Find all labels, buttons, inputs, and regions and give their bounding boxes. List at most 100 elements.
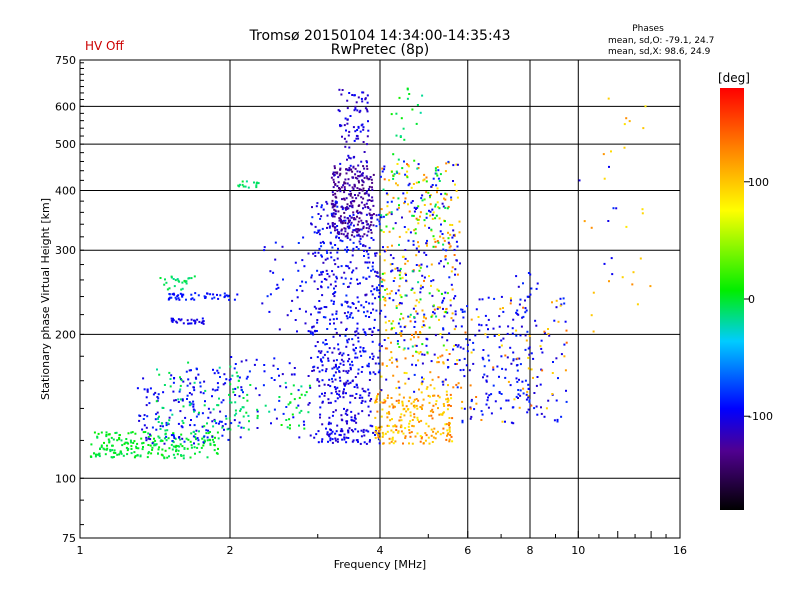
scatter-point: [370, 178, 373, 181]
scatter-point: [212, 293, 215, 296]
scatter-point: [317, 213, 320, 215]
scatter-point: [338, 376, 341, 379]
scatter-point: [211, 297, 214, 300]
scatter-point: [414, 304, 417, 307]
scatter-point: [336, 228, 339, 231]
scatter-point: [292, 384, 295, 387]
scatter-point: [547, 328, 549, 330]
scatter-point: [522, 392, 525, 395]
scatter-point: [269, 270, 272, 273]
scatter-point: [414, 228, 417, 231]
scatter-point: [181, 293, 184, 296]
scatter-point: [384, 299, 387, 302]
scatter-point: [348, 225, 351, 228]
scatter-point: [416, 416, 419, 419]
scatter-point: [165, 421, 168, 424]
scatter-point: [507, 380, 510, 383]
scatter-point: [336, 386, 339, 389]
scatter-point: [190, 277, 193, 280]
scatter-point: [382, 231, 385, 233]
scatter-point: [346, 169, 349, 172]
scatter-point: [304, 394, 307, 397]
scatter-point: [426, 386, 429, 389]
scatter-point: [337, 231, 339, 234]
scatter-point: [355, 384, 358, 387]
scatter-point: [555, 357, 558, 360]
scatter-point: [539, 383, 542, 386]
scatter-point: [449, 434, 452, 436]
y-axis-label: Stationary phase Virtual Height [km]: [39, 198, 52, 400]
scatter-point: [336, 251, 339, 254]
scatter-point: [564, 369, 567, 372]
scatter-point: [393, 277, 396, 279]
scatter-point: [301, 289, 304, 292]
scatter-point: [492, 366, 495, 369]
scatter-point: [163, 283, 166, 286]
scatter-point: [451, 224, 454, 226]
scatter-point: [365, 213, 368, 216]
scatter-point: [288, 418, 291, 421]
scatter-point: [480, 324, 483, 327]
scatter-point: [385, 365, 388, 367]
scatter-point: [225, 294, 228, 297]
scatter-point: [395, 307, 398, 309]
scatter-point: [388, 412, 391, 415]
scatter-point: [529, 273, 532, 276]
scatter-point: [425, 337, 428, 340]
scatter-point: [443, 315, 446, 318]
scatter-point: [352, 419, 355, 422]
scatter-point: [416, 104, 419, 106]
scatter-point: [323, 394, 326, 397]
scatter-point: [364, 390, 367, 393]
scatter-point: [339, 379, 342, 382]
scatter-point: [390, 113, 393, 116]
scatter-point: [460, 308, 463, 311]
scatter-point: [149, 444, 152, 447]
scatter-point: [217, 371, 220, 374]
scatter-point: [185, 437, 188, 440]
scatter-point: [347, 429, 350, 432]
scatter-point: [240, 386, 243, 389]
scatter-point: [347, 207, 350, 210]
scatter-point: [417, 163, 420, 166]
scatter-point: [168, 297, 171, 300]
scatter-point: [443, 220, 446, 223]
scatter-point: [452, 164, 455, 167]
scatter-point: [159, 425, 162, 428]
scatter-point: [315, 433, 318, 436]
scatter-point: [433, 387, 436, 390]
scatter-point: [410, 402, 413, 405]
scatter-point: [527, 396, 530, 399]
scatter-point: [390, 440, 393, 443]
scatter-point: [244, 185, 247, 188]
scatter-point: [433, 394, 436, 397]
scatter-point: [207, 407, 210, 410]
scatter-point: [438, 318, 440, 321]
scatter-point: [342, 363, 345, 366]
scatter-point: [186, 398, 188, 400]
scatter-point: [345, 315, 348, 318]
scatter-point: [445, 423, 448, 426]
scatter-point: [217, 437, 220, 440]
scatter-point: [127, 447, 130, 450]
scatter-point: [332, 335, 335, 338]
scatter-point: [172, 441, 175, 444]
scatter-point: [374, 270, 376, 273]
scatter-point: [211, 395, 213, 398]
scatter-point: [547, 399, 550, 402]
scatter-point: [100, 444, 103, 447]
scatter-point: [454, 363, 457, 365]
scatter-point: [456, 273, 459, 276]
scatter-point: [378, 369, 381, 372]
scatter-point: [409, 411, 412, 414]
scatter-point: [482, 376, 484, 379]
scatter-point: [185, 280, 188, 283]
scatter-point: [381, 431, 384, 434]
scatter-point: [395, 425, 398, 428]
scatter-point: [383, 401, 386, 404]
scatter-point: [332, 374, 335, 377]
scatter-point: [447, 366, 450, 368]
scatter-point: [187, 361, 190, 364]
scatter-point: [340, 93, 343, 96]
scatter-point: [310, 222, 312, 225]
